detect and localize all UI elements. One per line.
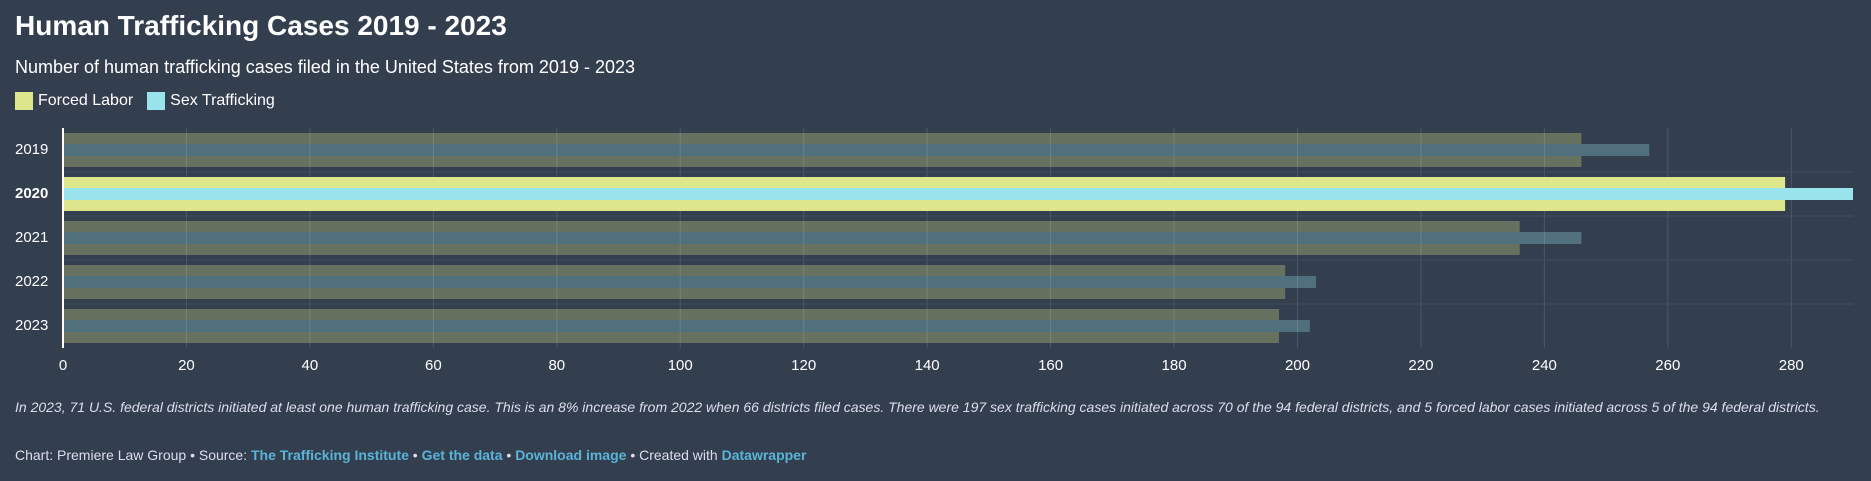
credit: Chart: Premiere Law Group • Source: [15,447,248,463]
y-tick-label: 2019 [15,141,48,158]
legend-swatch [15,92,33,110]
x-tick-label: 40 [302,357,319,374]
legend: Forced Labor Sex Trafficking [15,92,275,110]
bar [63,232,1582,244]
bar-group [63,177,1853,211]
created: • Created with [630,447,718,463]
legend-swatch [147,92,166,110]
chart-title: Human Trafficking Cases 2019 - 2023 [15,10,507,41]
chart-subtitle: Number of human trafficking cases filed … [15,57,635,77]
bar [63,309,1279,343]
x-tick-label: 160 [1038,357,1063,374]
bar [63,221,1520,255]
y-tick-label: 2020 [15,185,48,202]
x-tick-label: 120 [791,357,816,374]
x-tick-label: 200 [1285,357,1310,374]
bar-group [63,309,1310,343]
footer: Chart: Premiere Law Group • Source: The … [15,447,806,463]
legend-label: Forced Labor [38,92,134,109]
x-tick-label: 260 [1655,357,1680,374]
y-tick-label: 2022 [15,273,48,290]
separator: • [506,447,512,463]
x-tick-label: 100 [668,357,693,374]
x-tick-label: 60 [425,357,442,374]
x-tick-label: 80 [548,357,565,374]
x-tick-label: 20 [178,357,195,374]
tool-link[interactable]: Datawrapper [721,447,807,463]
bar [63,144,1650,156]
bar [63,188,1853,200]
bar [63,276,1316,288]
bar-group [63,133,1650,167]
bar [63,265,1286,299]
separator: • [412,447,418,463]
y-tick-label: 2023 [15,317,48,334]
note: In 2023, 71 U.S. federal districts initi… [15,399,1820,415]
x-tick-label: 240 [1532,357,1557,374]
x-tick-label: 0 [59,357,67,374]
x-tick-label: 280 [1779,357,1804,374]
legend-label: Sex Trafficking [170,92,275,109]
bar [63,320,1310,332]
legend-item: Sex Trafficking [147,92,275,110]
bar-group [63,221,1582,255]
x-tick-label: 140 [915,357,940,374]
legend-item: Forced Labor [15,92,133,110]
source-link[interactable]: The Trafficking Institute [251,447,409,463]
x-tick-label: 220 [1408,357,1433,374]
y-tick-label: 2021 [15,229,48,246]
bar [63,133,1582,167]
data-link[interactable]: Get the data [421,447,503,463]
download-link[interactable]: Download image [515,447,627,463]
bar-group [63,265,1316,299]
x-tick-label: 180 [1162,357,1187,374]
